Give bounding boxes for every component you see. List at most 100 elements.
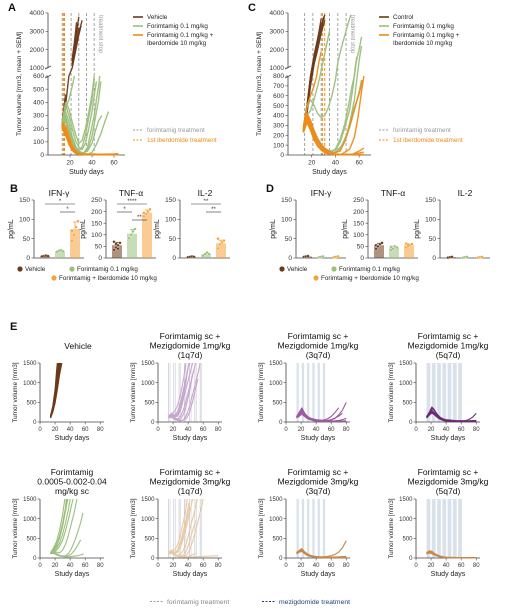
x-tick-label-E-0: 60 [82, 427, 89, 433]
series-line-E-0-7 [50, 362, 61, 418]
series-line-C-1-4-0 [302, 31, 331, 131]
series-line-E-4-9 [50, 551, 84, 558]
treatment-shade-E-3-2 [437, 363, 441, 422]
y-tick-label-E-3: 1500 [399, 361, 413, 367]
bar-B-2-2 [216, 243, 226, 258]
y-tick-label-C: 200 [273, 132, 284, 139]
y-tick-label-D-2: 150 [425, 197, 436, 204]
y-tick-label-C: 500 [273, 103, 284, 110]
y-tick-label-E-3: 0 [409, 420, 413, 426]
data-point-B-0-1-3 [61, 249, 65, 253]
subplot-title-E-4: Forimtamig [51, 467, 94, 477]
bar-B-1-1 [127, 233, 137, 258]
subplot-title-B-0: IFN-γ [49, 188, 71, 198]
y-axis-label-E-0: Tumor volume [mm3] [12, 362, 19, 422]
y-axis-label-E-4: Tumor volume [mm3] [12, 498, 19, 558]
x-tick-label-E-4: 80 [97, 563, 104, 569]
x-tick-label-E-3: 80 [473, 427, 480, 433]
y-tick-label-D-2: 100 [425, 217, 436, 224]
bar-D-1-2 [404, 245, 414, 258]
y-tick-label-C: 3000 [270, 29, 285, 36]
y-tick-label-C: 2000 [270, 47, 285, 54]
x-tick-label-E-1: 20 [170, 427, 177, 433]
x-tick-label-E-0: 80 [97, 427, 104, 433]
x-tick-label-E-6: 0 [284, 563, 288, 569]
y-axis-label-A: Tumor volume [mm3, mean + SEM] [16, 32, 23, 136]
subplot-title-E-3: Mezigdomide 1mg/kg [408, 341, 489, 351]
series-line-E-3-5 [426, 410, 477, 422]
series-line-E-5-8 [168, 551, 219, 558]
series-line-E-5-1 [168, 498, 188, 553]
y-tick-label-A: 0 [40, 152, 44, 159]
subplot-title-E-7: (5q7d) [436, 486, 461, 496]
legend-marker-D-2 [313, 275, 319, 281]
treatment-shade-E-3-6 [458, 363, 462, 422]
x-tick-label-E-5: 60 [200, 563, 207, 569]
bar-B-0-1 [55, 251, 65, 258]
y-tick-label-E-1: 0 [151, 420, 155, 426]
y-tick-label-B-1: 150 [91, 220, 102, 227]
y-tick-label-E-2: 1000 [269, 381, 283, 387]
series-line-A-1-3-0 [61, 78, 95, 152]
series-line-E-6-4 [296, 550, 347, 559]
data-point-B-1-0-3 [118, 241, 122, 245]
x-tick-label-E-1: 0 [156, 427, 160, 433]
treatment-shade-E-7-4 [447, 499, 452, 558]
series-line-A-2-5-0 [61, 128, 119, 156]
y-tick-label-A: 200 [33, 126, 44, 133]
x-tick-label-E-7: 60 [458, 563, 465, 569]
y-tick-label-E-7: 0 [409, 556, 413, 562]
subplot-E-1: Forimtamig sc +Mezigdomide 1mg/kg(1q7d) 0… [130, 331, 231, 442]
y-tick-label-B-0: 50 [23, 236, 31, 243]
series-line-E-2-4 [296, 413, 347, 423]
x-axis-label-E-0: Study days [55, 435, 90, 442]
legend-entry-B-1: Forimtamig 0.1 mg/kg [77, 266, 138, 273]
y-tick-label-E-0: 500 [26, 401, 37, 407]
y-tick-label-E-7: 1500 [399, 497, 413, 503]
x-tick-label-E-7: 40 [443, 563, 450, 569]
treatment-shade-E-6-2 [307, 499, 310, 558]
sig-label-B-0-0: * [59, 199, 62, 205]
y-tick-label-E-2: 1500 [269, 361, 283, 367]
y-tick-label-E-7: 500 [402, 537, 413, 543]
y-tick-label-D-1: 50 [357, 244, 365, 251]
data-point-B-1-0-6 [116, 247, 120, 251]
subplot-title-E-5: Mezigdomide 3mg/kg [150, 477, 231, 487]
legend-entry-D-2: Forimtamig + Iberdomide 10 mg/kg [321, 275, 419, 282]
x-tick-label-E-4: 0 [38, 563, 42, 569]
treatment-shade-E-2-3 [312, 363, 315, 422]
series-line-C-2-4-0 [302, 51, 322, 128]
y-tick-label-E-5: 500 [144, 537, 155, 543]
x-tick-label-E-6: 20 [298, 563, 305, 569]
y-axis-label-E-5: Tumor volume [mm3] [130, 498, 137, 558]
sig-label-B-2-1: ** [211, 207, 216, 213]
axis-break-a-C [284, 65, 292, 70]
data-point-B-0-2-3 [76, 219, 80, 223]
data-point-B-0-2-1 [72, 233, 76, 237]
treatment-shade-E-2-5 [322, 363, 326, 422]
subplot-title-E-6: Forimtamig sc + [288, 467, 349, 477]
treatment-shade-E-2-2 [307, 363, 310, 422]
sig-label-B-0-1: * [66, 207, 69, 213]
treatment-shade-E-7-3 [442, 499, 447, 558]
treatment-shade-E-7-2 [437, 499, 441, 558]
axis-break-a-A [44, 65, 52, 70]
legend-marker-D-1 [331, 266, 337, 272]
treatment-stop-label-A: treatment stop [97, 15, 103, 54]
legend-entry-D-1: Forimtamig 0.1 mg/kg [339, 266, 400, 273]
y-tick-label-D-1: 150 [353, 220, 364, 227]
y-axis-label-D-2: pg/mL [414, 219, 421, 239]
data-point-D-0-1-2 [321, 254, 325, 259]
treatment-shade-E-7-5 [452, 499, 457, 558]
panel-letter-A: A [8, 2, 16, 14]
series-line-A-1-6-0 [61, 75, 76, 125]
data-point-B-2-0-3 [192, 255, 196, 259]
data-point-D-1-0-0 [374, 247, 378, 251]
subplot-title-E-3: Forimtamig sc + [418, 331, 479, 341]
series-line-E-4-5 [50, 498, 68, 554]
series-line-A-0-4-1 [71, 20, 83, 65]
data-point-D-1-1-3 [395, 246, 399, 250]
y-tick-label-B-2: 150 [165, 197, 176, 204]
panel-letter-C: C [248, 2, 256, 14]
y-tick-label-B-1: 100 [91, 232, 102, 239]
